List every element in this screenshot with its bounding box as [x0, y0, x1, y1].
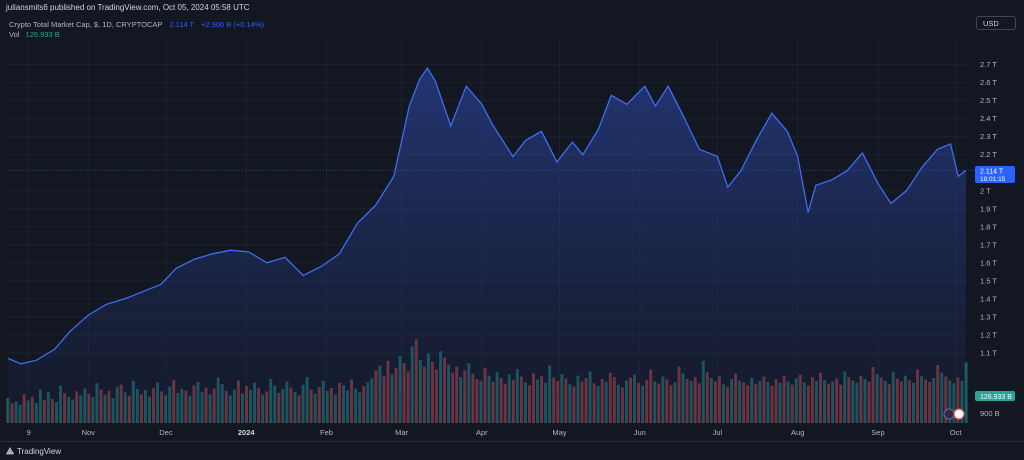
x-tick-label: 9	[27, 428, 31, 437]
x-tick-label: Oct	[950, 428, 963, 437]
price-label-countdown: 18:01:15	[980, 176, 1006, 183]
x-tick-label: May	[552, 428, 566, 437]
y-tick-label: 2.6 T	[980, 78, 997, 87]
volume-legend[interactable]: Vol 126.933 B	[9, 30, 60, 39]
volume-label: Vol	[9, 30, 20, 39]
last-value: 2.114 T	[169, 20, 194, 29]
x-tick-label: Apr	[476, 428, 488, 437]
x-tick-label: Jul	[713, 428, 723, 437]
y-tick-label: 1.2 T	[980, 330, 997, 339]
x-tick-label: Mar	[395, 428, 408, 437]
symbol-title: Crypto Total Market Cap, $, 1D, CRYPTOCA…	[9, 20, 163, 29]
market-cap-line	[7, 67, 967, 365]
symbol-legend[interactable]: Crypto Total Market Cap, $, 1D, CRYPTOCA…	[9, 20, 264, 29]
x-tick-label: Aug	[791, 428, 804, 437]
dividend-flag-icon[interactable]	[953, 408, 965, 420]
y-tick-label: 1.3 T	[980, 312, 997, 321]
volume-tick-label: 900 B	[980, 409, 1000, 418]
brand-name: TradingView	[17, 447, 62, 456]
x-tick-label: Nov	[82, 428, 96, 437]
y-tick-label: 2.5 T	[980, 96, 997, 105]
y-tick-label: 2.3 T	[980, 132, 997, 141]
currency-button[interactable]: USD	[976, 16, 1016, 30]
tradingview-brand[interactable]: ⟁ TradingView	[6, 446, 61, 457]
volume-badge-value: 126.933 B	[980, 394, 1012, 401]
price-axis[interactable]: 2.7 T 2.6 T 2.5 T 2.4 T 2.3 T 2.2 T 2 T 1.9 T 1.…	[980, 60, 1000, 418]
y-tick-label: 1.1 T	[980, 348, 997, 357]
x-tick-label: Jun	[634, 428, 646, 437]
change-value: +2.906 B (+0.14%)	[201, 20, 265, 29]
event-markers[interactable]	[943, 408, 965, 420]
market-cap-area	[8, 68, 966, 423]
market-cap-chart[interactable]: 2.7 T 2.6 T 2.5 T 2.4 T 2.3 T 2.2 T 2 T 1.9 T 1.…	[0, 0, 1024, 441]
y-tick-label: 1.5 T	[980, 276, 997, 285]
y-tick-label: 1.7 T	[980, 240, 997, 249]
price-label-value: 2.114 T	[980, 169, 1004, 176]
x-tick-label: Dec	[159, 428, 173, 437]
volume-badge: 126.933 B	[975, 391, 1015, 401]
y-tick-label: 2.7 T	[980, 60, 997, 69]
x-tick-label: 2024	[238, 428, 256, 437]
y-tick-label: 1.9 T	[980, 204, 997, 213]
x-tick-label: Sep	[871, 428, 884, 437]
price-label: 2.114 T 18:01:15	[975, 166, 1015, 183]
event-marker-icon[interactable]	[943, 408, 955, 420]
published-info: juliansmits6 published on TradingView.co…	[6, 3, 250, 12]
x-tick-label: Feb	[320, 428, 333, 437]
footer: ⟁ TradingView	[0, 441, 1024, 460]
top-bar: juliansmits6 published on TradingView.co…	[0, 0, 1024, 14]
volume-value: 126.933 B	[25, 30, 60, 39]
y-tick-label: 1.4 T	[980, 294, 997, 303]
tradingview-logo-icon: ⟁	[6, 446, 14, 456]
y-tick-label: 2 T	[980, 186, 991, 195]
y-tick-label: 2.2 T	[980, 150, 997, 159]
y-tick-label: 2.4 T	[980, 114, 997, 123]
time-axis[interactable]: 9 Nov Dec 2024 Feb Mar Apr May Jun Jul Aug Sep Oct	[27, 428, 963, 437]
y-tick-label: 1.6 T	[980, 258, 997, 267]
y-tick-label: 1.8 T	[980, 222, 997, 231]
